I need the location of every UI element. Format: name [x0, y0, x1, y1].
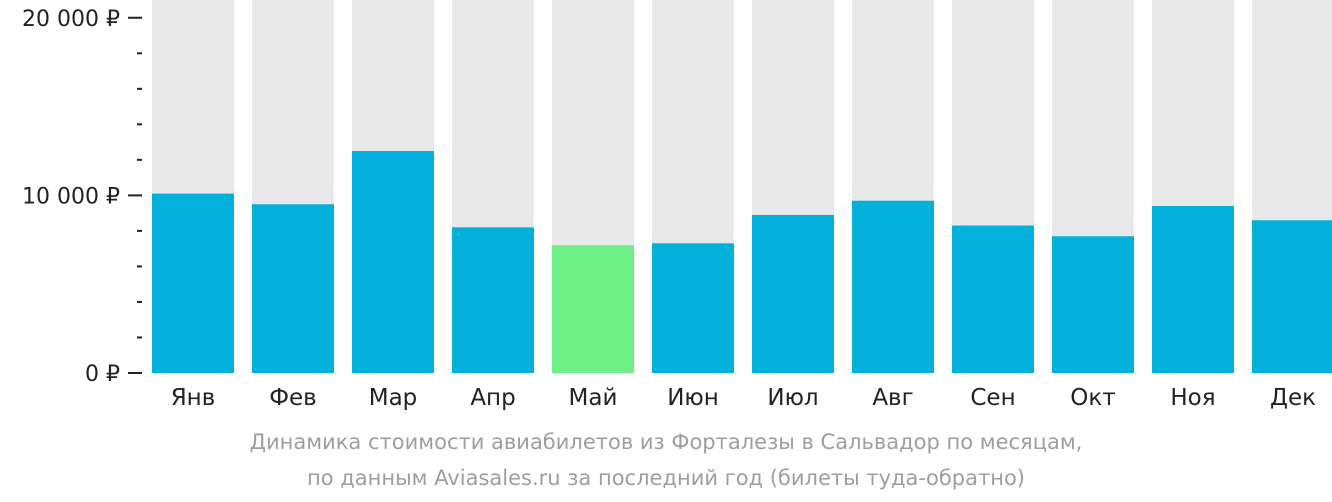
bar-7[interactable] [752, 214, 834, 373]
bar-11[interactable] [1152, 206, 1234, 373]
x-tick-label: Дек [1270, 385, 1316, 411]
x-tick-label: Янв [171, 385, 216, 411]
bar-5[interactable] [552, 245, 634, 373]
bar-4[interactable] [452, 227, 534, 373]
x-tick-label: Окт [1070, 385, 1115, 411]
x-tick-label: Май [569, 385, 618, 411]
x-tick-label: Июл [767, 385, 818, 411]
bar-1[interactable] [152, 193, 234, 373]
x-axis: Янв Фев Мар Апр Май Июн Июл Авг Сен Окт Ноя Дек [171, 385, 1316, 411]
y-tick-label: 20 000 ₽ [22, 7, 120, 32]
chart-caption-line-1: Динамика стоимости авиабилетов из Фортал… [249, 430, 1083, 454]
y-tick-label: 0 ₽ [85, 362, 120, 387]
price-bar-chart: 0 ₽ 10 000 ₽ 20 000 ₽ Янв Фев Мар Апр Май Июн Ию… [22, 0, 1332, 411]
x-tick-label: Ноя [1170, 385, 1215, 411]
bar-12[interactable] [1252, 220, 1332, 373]
x-tick-label: Авг [872, 385, 913, 411]
price-bars [152, 150, 1332, 373]
x-tick-label: Сен [970, 385, 1015, 411]
bar-9[interactable] [952, 225, 1034, 373]
x-tick-label: Фев [269, 385, 317, 411]
chart-caption-line-2: по данным Aviasales.ru за последний год … [307, 466, 1025, 490]
y-axis: 0 ₽ 10 000 ₽ 20 000 ₽ [22, 7, 142, 387]
bar-3[interactable] [352, 150, 434, 373]
x-tick-label: Мар [369, 385, 418, 411]
bar-2[interactable] [252, 204, 334, 373]
bar-8[interactable] [852, 200, 934, 373]
bar-10[interactable] [1052, 236, 1134, 373]
y-tick-label: 10 000 ₽ [22, 184, 120, 209]
bar-6[interactable] [652, 243, 734, 373]
x-tick-label: Апр [470, 385, 515, 411]
x-tick-label: Июн [667, 385, 719, 411]
